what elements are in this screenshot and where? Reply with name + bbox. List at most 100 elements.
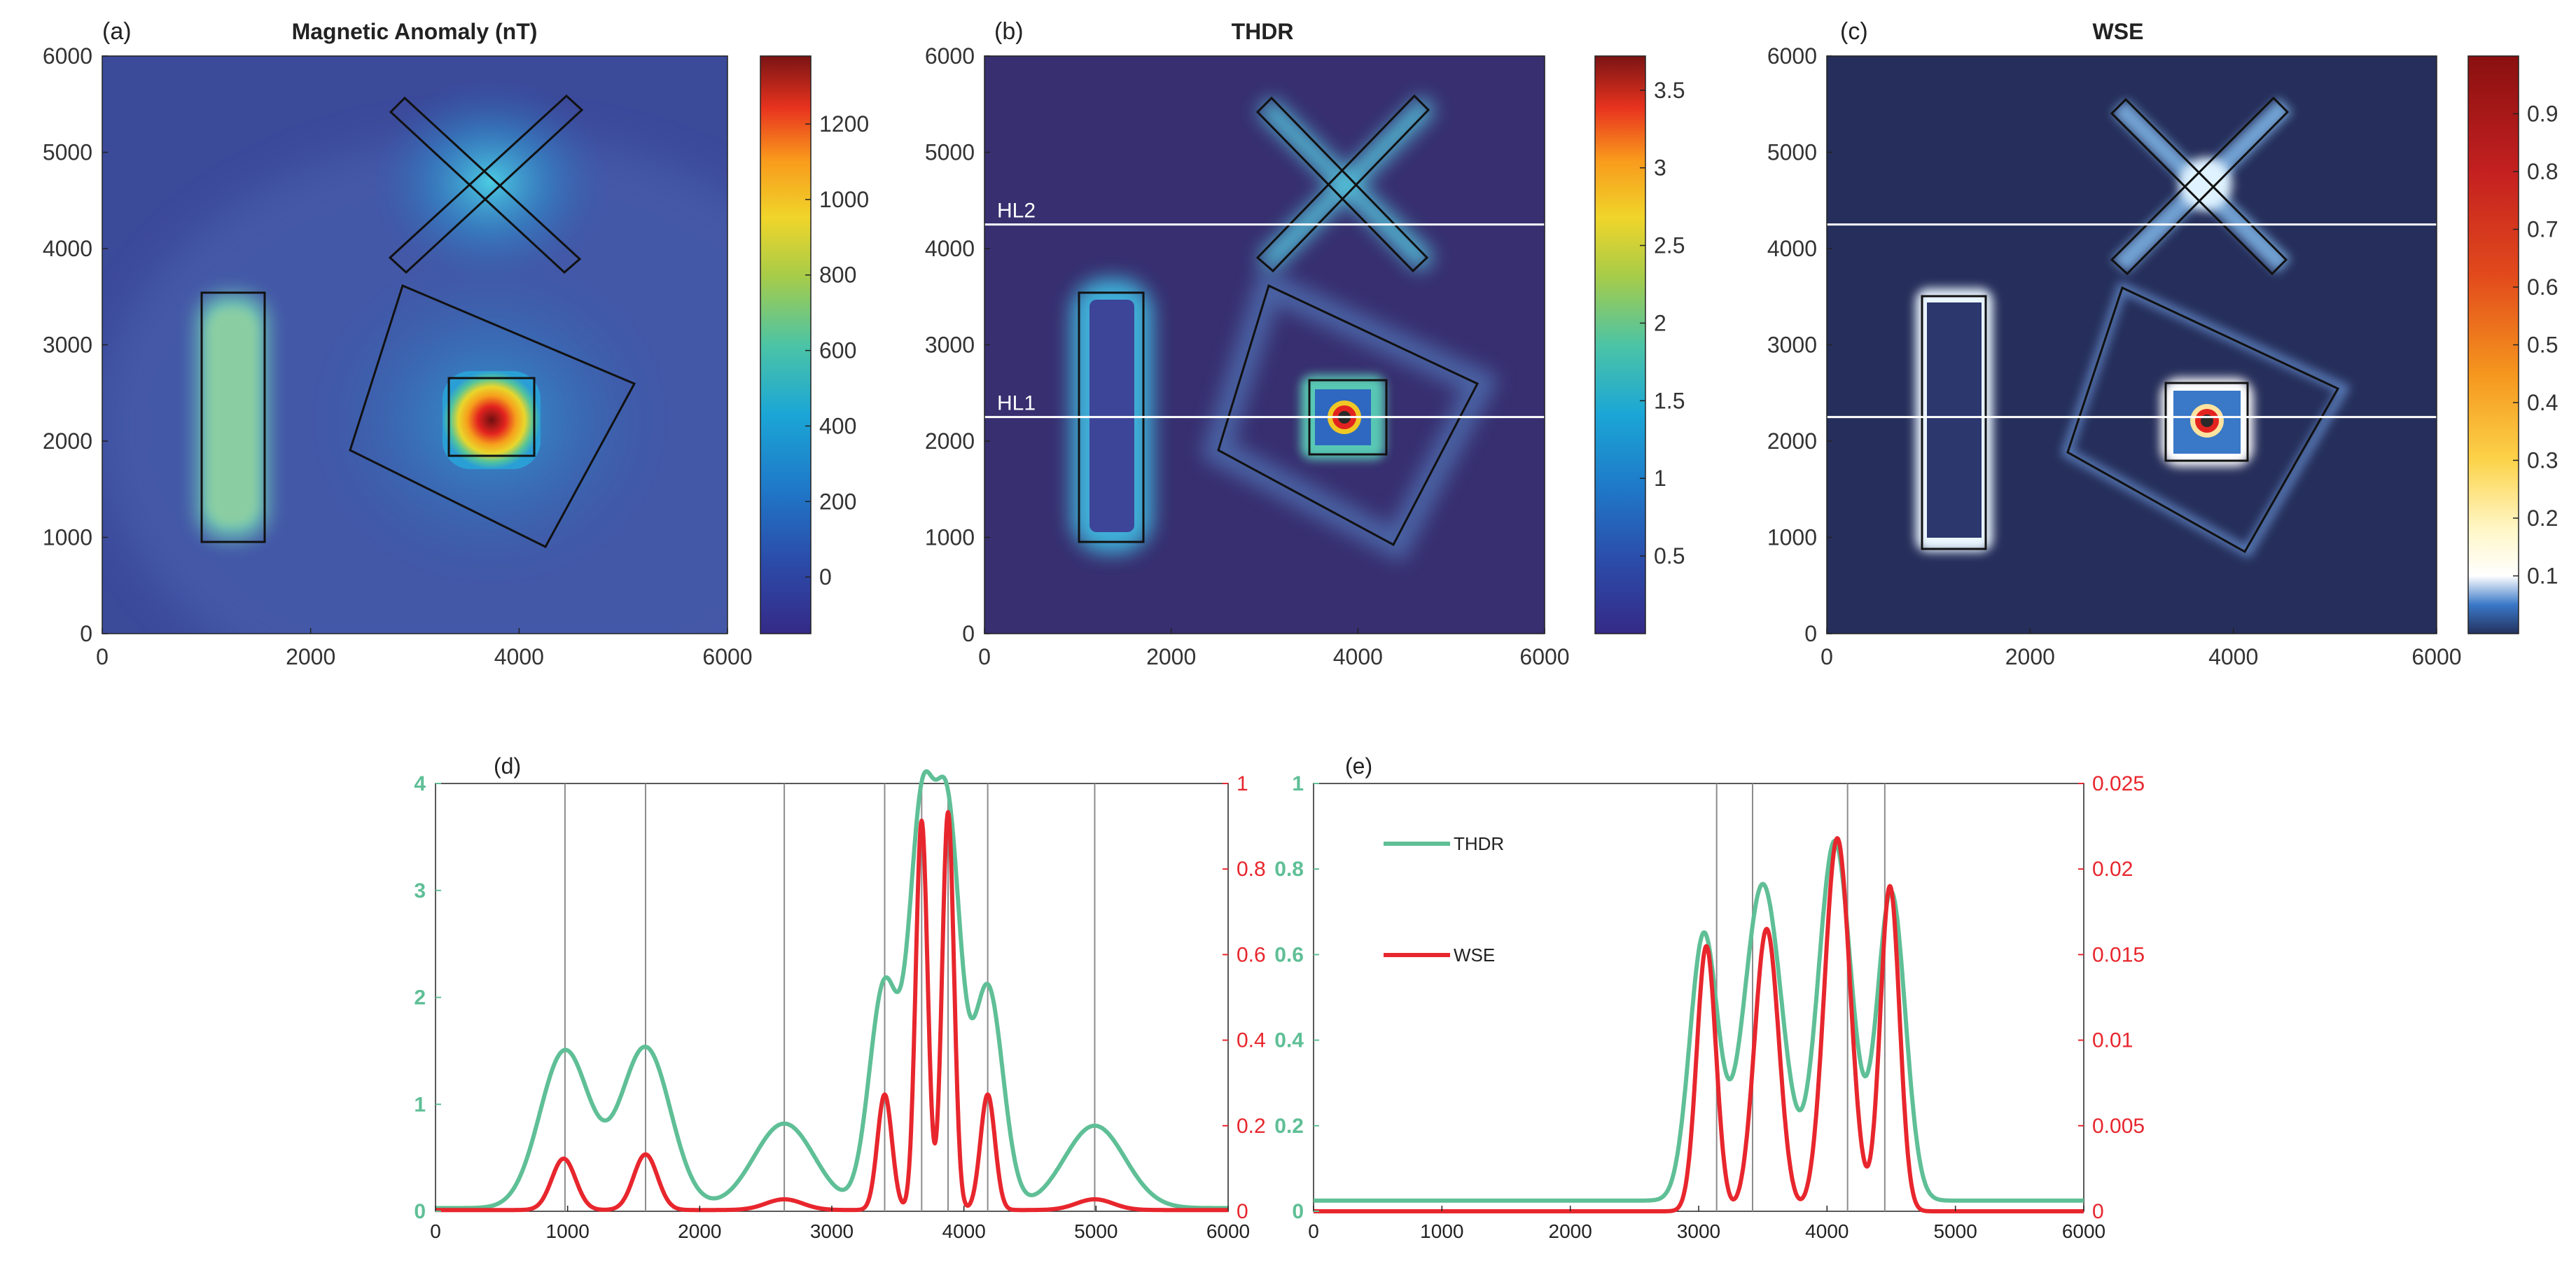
panel-c-profile-lines	[1827, 223, 2437, 419]
x-tick-label: 4000	[1805, 1220, 1849, 1242]
left-y-tick-label: 1	[1292, 772, 1304, 795]
panel-label: (e)	[1345, 753, 1372, 779]
x-tick-label: 2000	[2005, 644, 2055, 669]
panel-c-title: WSE	[2093, 19, 2144, 44]
x-tick-label: 6000	[1206, 1220, 1250, 1242]
colorbar-tick-label: 1000	[819, 187, 869, 212]
right-y-tick-label: 0.01	[2092, 1029, 2133, 1052]
y-tick-label: 3000	[43, 333, 92, 358]
right-y-tick-label: 0.005	[2092, 1115, 2145, 1138]
left-y-tick-label: 0.4	[1274, 1029, 1304, 1052]
right-y-tick-label: 0.02	[2092, 858, 2133, 881]
right-y-tick-label: 0	[1237, 1200, 1248, 1223]
y-tick-label: 6000	[925, 43, 975, 69]
panel-b-colorbar-ticks: 0.5 1 1.5 2 2.5 3 3.5	[1640, 78, 1685, 569]
left-y-tick-label: 0.6	[1274, 943, 1304, 966]
panel-b-profile-lines: HL2 HL1	[984, 200, 1545, 419]
panel-e-profile-hl2: 0 1000 2000 3000 4000 5000 600000.20.40.60.810…	[1274, 753, 2145, 1242]
y-tick-label: 0	[962, 621, 975, 646]
colorbar-tick-label: 3.5	[1654, 78, 1685, 103]
x-tick-label: 5000	[1074, 1220, 1118, 1242]
colorbar-tick-label: 0.2	[2527, 506, 2558, 531]
y-tick-label: 1000	[925, 525, 975, 550]
series-line-thdr	[1311, 838, 2086, 1203]
right-y-tick-label: 0	[2092, 1200, 2104, 1223]
y-tick-label: 5000	[43, 140, 92, 165]
x-tick-label: 0	[96, 644, 109, 669]
colorbar-tick-label: 200	[819, 489, 856, 514]
panel-c-body-outlines	[1921, 96, 2340, 554]
colorbar-tick-label: 2.5	[1654, 233, 1685, 258]
y-tick-label: 3000	[1767, 333, 1817, 358]
left-y-tick-label: 1	[414, 1093, 426, 1116]
panel-c-wse: (c) WSE 0 2000 4000 6000 0 1000 2000 3000 4000 50…	[1767, 18, 2558, 669]
x-tick-label: 0	[430, 1220, 441, 1242]
x-tick-label: 2000	[286, 644, 335, 669]
panel-c-colorbar-ticks: 0.1 0.2 0.3 0.4 0.5 0.6 0.7 0.8 0.9	[2513, 102, 2558, 589]
left-y-tick-label: 3	[414, 879, 426, 903]
panel-a-magnetic-anomaly: (a) Magnetic Anomaly (nT) 0 2000 4000 60000…	[43, 18, 869, 669]
x-tick-label: 4000	[494, 644, 544, 669]
colorbar-tick-label: 0.9	[2527, 102, 2558, 127]
right-y-tick-label: 0.8	[1237, 858, 1266, 881]
profile-line-label: HL2	[997, 200, 1036, 223]
colorbar-tick-label: 400	[819, 413, 856, 438]
x-tick-label: 5000	[1934, 1220, 1977, 1242]
legend: THDR WSE	[1384, 833, 1504, 966]
x-tick-label: 2000	[1549, 1220, 1592, 1242]
panel-a-colorbar-ticks: 0 200 400 600 800 1000 1200	[805, 111, 869, 590]
colorbar-tick-label: 0.3	[2527, 448, 2558, 473]
left-y-tick-label: 0.2	[1274, 1115, 1304, 1138]
y-tick-label: 2000	[925, 429, 975, 454]
x-tick-label: 4000	[2208, 644, 2258, 669]
left-y-tick-label: 4	[414, 772, 426, 795]
y-tick-label: 2000	[43, 429, 92, 454]
panel-b-label: (b)	[994, 18, 1024, 45]
y-tick-label: 0	[80, 621, 92, 646]
panel-a-label: (a)	[102, 18, 132, 45]
y-tick-label: 4000	[925, 236, 975, 261]
left-y-tick-label: 0	[1292, 1200, 1304, 1223]
x-tick-label: 6000	[2062, 1220, 2105, 1242]
left-y-tick-label: 0	[414, 1200, 426, 1223]
colorbar-tick-label: 1	[1654, 466, 1666, 491]
right-y-tick-label: 0.4	[1237, 1029, 1266, 1052]
colorbar-tick-label: 0.5	[1654, 543, 1685, 569]
panel-c-heatmap	[1827, 56, 2437, 634]
legend-label-wse: WSE	[1454, 945, 1495, 966]
panel-a-heatmap	[102, 56, 727, 634]
x-tick-label: 4000	[1333, 644, 1383, 669]
right-y-tick-label: 1	[1237, 772, 1248, 795]
x-tick-label: 2000	[1146, 644, 1196, 669]
profile-line-label: HL1	[997, 392, 1036, 415]
panel-label: (d)	[494, 753, 521, 779]
panel-b-colorbar	[1594, 55, 1646, 634]
right-y-tick-label: 0.6	[1237, 943, 1266, 966]
plot-frame	[435, 783, 1229, 1212]
y-tick-label: 6000	[1767, 43, 1817, 69]
x-tick-label: 2000	[678, 1220, 721, 1242]
series-line-thdr	[433, 769, 1230, 1211]
x-tick-label: 3000	[810, 1220, 854, 1242]
panel-b-title: THDR	[1232, 19, 1294, 44]
colorbar-tick-label: 2	[1654, 310, 1666, 335]
series-line-wse	[433, 809, 1230, 1213]
right-y-tick-label: 0.015	[2092, 943, 2145, 966]
left-y-tick-label: 0.8	[1274, 858, 1304, 881]
x-tick-label: 0	[978, 644, 991, 669]
series-line-wse	[1311, 836, 2086, 1213]
colorbar-tick-label: 0.7	[2527, 217, 2558, 242]
panel-c-label: (c)	[1840, 18, 1868, 45]
panel-a-colorbar	[760, 55, 812, 634]
y-tick-label: 2000	[1767, 429, 1817, 454]
left-y-tick-label: 2	[414, 987, 426, 1010]
x-tick-label: 0	[1820, 644, 1833, 669]
panel-b-heatmap	[984, 56, 1545, 634]
y-tick-label: 1000	[1767, 525, 1817, 550]
y-tick-label: 4000	[43, 236, 92, 261]
x-tick-label: 4000	[942, 1220, 986, 1242]
panel-d-profile-hl1: 0 1000 2000 3000 4000 5000 60000123400.20.40.6…	[414, 753, 1265, 1242]
right-y-tick-label: 0.025	[2092, 772, 2145, 795]
